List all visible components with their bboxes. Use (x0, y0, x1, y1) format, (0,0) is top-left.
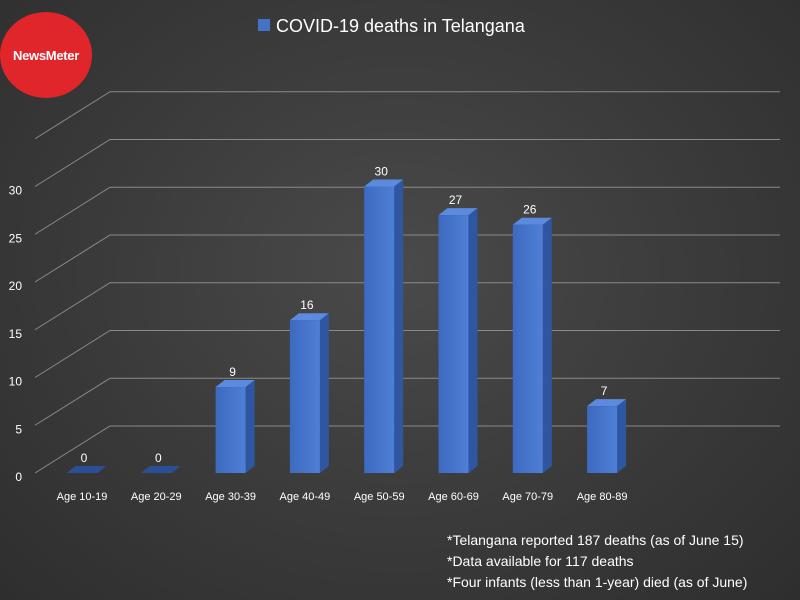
gridline (34, 377, 780, 426)
y-axis: 0 5 10 15 20 25 30 (9, 184, 23, 485)
data-label: 0 (81, 451, 88, 465)
data-label: 16 (300, 298, 314, 312)
bar-side (394, 179, 404, 473)
y-tick-label: 10 (9, 375, 23, 389)
bar (215, 380, 255, 473)
gridline (34, 425, 780, 474)
x-tick-label: Age 60-69 (428, 491, 479, 503)
y-tick-label: 30 (9, 184, 23, 198)
x-tick-label: Age 80-89 (577, 491, 628, 503)
gridline (34, 139, 780, 187)
footnotes: *Telangana reported 187 deaths (as of Ju… (447, 530, 747, 593)
x-tick-label: Age 10-19 (57, 491, 108, 503)
bar-top (512, 217, 552, 225)
x-tick-label: Age 70-79 (502, 491, 553, 503)
bar-front (587, 406, 618, 473)
bar-side (542, 217, 552, 473)
data-label: 9 (229, 365, 236, 379)
data-label: 26 (523, 203, 537, 217)
y-tick-label: 15 (9, 327, 23, 341)
data-label: 0 (155, 451, 162, 465)
legend-swatch (258, 19, 270, 31)
footnote: *Data available for 117 deaths (447, 553, 634, 569)
y-tick-label: 20 (9, 279, 23, 293)
bar-flat (141, 466, 181, 473)
newsmeter-logo: NewsMeter (0, 12, 92, 98)
x-tick-label: Age 50-59 (354, 491, 405, 503)
bar (141, 466, 181, 473)
gridline (34, 234, 780, 283)
bar-top (215, 380, 255, 388)
logo-text: NewsMeter (13, 47, 79, 63)
bar (512, 217, 552, 473)
bar (587, 399, 627, 473)
x-tick-label: Age 20-29 (131, 491, 182, 503)
x-axis: Age 10-19 Age 20-29 Age 30-39 Age 40-49 Age … (57, 491, 628, 503)
bar-front (438, 215, 469, 473)
gridline (34, 186, 780, 235)
bar-flat (67, 466, 106, 473)
bar (289, 313, 329, 473)
bar-top (438, 208, 478, 216)
bar-top (289, 313, 329, 321)
footnote: *Telangana reported 187 deaths (as of Ju… (447, 532, 744, 548)
y-tick-label: 25 (9, 231, 23, 245)
data-label: 30 (375, 165, 389, 179)
bar-front (215, 387, 246, 473)
bar-side (468, 208, 478, 473)
x-tick-label: Age 30-39 (205, 491, 256, 503)
data-label: 7 (601, 384, 608, 398)
bar-side (319, 313, 329, 473)
bar-front (289, 320, 320, 473)
bar-front (364, 186, 395, 473)
legend: COVID-19 deaths in Telangana (258, 16, 526, 36)
bar (438, 208, 478, 473)
bar-side (617, 399, 627, 473)
footnote: *Four infants (less than 1-year) died (a… (447, 574, 748, 590)
chart-title: COVID-19 deaths in Telangana (276, 16, 526, 36)
grid-lines (34, 91, 780, 474)
bar-side (245, 380, 255, 473)
y-tick-label: 5 (15, 422, 22, 436)
bar-front (512, 224, 543, 473)
gridline (34, 330, 780, 378)
data-label: 27 (449, 193, 463, 207)
gridline (34, 282, 780, 331)
bar-top (364, 179, 404, 187)
bar-top (587, 399, 627, 407)
y-tick-label: 0 (15, 470, 22, 484)
bar (364, 179, 404, 473)
bar (67, 466, 106, 473)
gridline (34, 91, 780, 140)
x-tick-label: Age 40-49 (280, 491, 331, 503)
bars: 0 0 9 16 30 27 26 7 (67, 165, 627, 473)
